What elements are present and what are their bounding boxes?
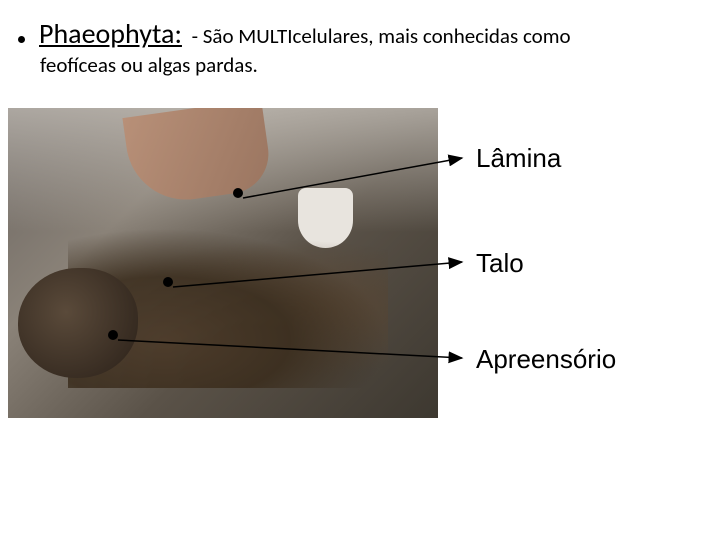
photo-arm <box>122 108 273 207</box>
bullet-dot-icon <box>18 36 25 43</box>
algae-photo <box>8 108 438 418</box>
photo-rock <box>18 268 138 378</box>
header-text-line1: Phaeophyta: - São MULTIcelulares, mais c… <box>39 16 571 51</box>
apreensorio-dot <box>108 330 118 340</box>
description-part1: - São MULTIcelulares, mais conhecidas co… <box>192 23 571 49</box>
label-apreensorio: Apreensório <box>476 344 616 375</box>
phaeophyta-title: Phaeophyta: <box>39 16 182 51</box>
header-bullet-row: Phaeophyta: - São MULTIcelulares, mais c… <box>18 16 571 51</box>
description-part2: feofíceas ou algas pardas. <box>40 52 258 78</box>
label-lamina: Lâmina <box>476 143 561 174</box>
label-talo: Talo <box>476 248 524 279</box>
lamina-dot <box>233 188 243 198</box>
talo-dot <box>163 277 173 287</box>
